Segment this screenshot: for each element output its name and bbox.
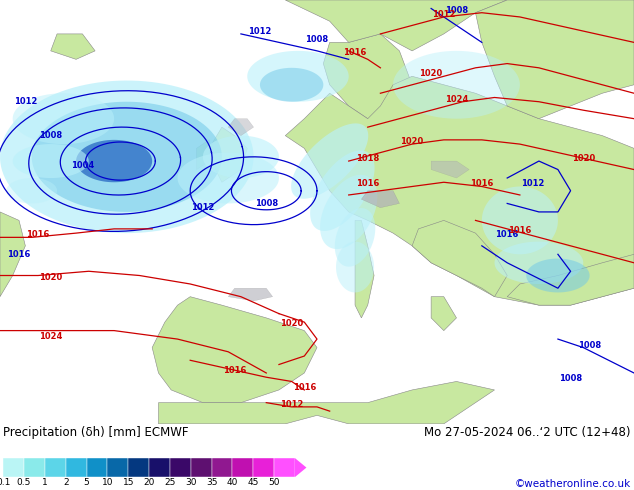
Text: 1020: 1020: [420, 69, 443, 78]
Polygon shape: [158, 381, 495, 424]
Polygon shape: [51, 34, 95, 59]
Text: 10: 10: [101, 478, 113, 488]
Text: 1: 1: [42, 478, 48, 488]
Text: 1012: 1012: [280, 400, 303, 409]
Text: 1016: 1016: [223, 366, 246, 375]
Polygon shape: [393, 51, 520, 119]
Polygon shape: [203, 136, 279, 178]
Polygon shape: [431, 297, 456, 331]
Polygon shape: [228, 119, 254, 136]
Polygon shape: [310, 150, 375, 231]
Polygon shape: [507, 254, 634, 305]
Text: 1008: 1008: [39, 131, 62, 140]
Polygon shape: [152, 297, 317, 403]
Polygon shape: [0, 212, 25, 297]
Polygon shape: [320, 175, 377, 249]
Text: 1016: 1016: [8, 250, 30, 259]
Text: 1016: 1016: [508, 226, 531, 235]
Text: 30: 30: [185, 478, 197, 488]
Bar: [212, 458, 233, 477]
Polygon shape: [482, 187, 558, 254]
Polygon shape: [13, 144, 89, 178]
Polygon shape: [361, 191, 399, 208]
Text: 1016: 1016: [293, 383, 316, 392]
Text: 1008: 1008: [559, 374, 582, 384]
Text: 1012: 1012: [432, 10, 455, 19]
Text: 15: 15: [122, 478, 134, 488]
Bar: [3, 458, 24, 477]
Polygon shape: [335, 208, 375, 267]
Polygon shape: [197, 140, 209, 170]
Text: 1020: 1020: [280, 319, 303, 328]
Text: 45: 45: [248, 478, 259, 488]
Bar: [254, 458, 274, 477]
Text: 1016: 1016: [356, 179, 379, 189]
Polygon shape: [260, 68, 323, 102]
Polygon shape: [228, 288, 273, 301]
Polygon shape: [285, 76, 634, 305]
Polygon shape: [209, 127, 247, 182]
Polygon shape: [178, 152, 279, 203]
Polygon shape: [431, 161, 469, 178]
Bar: [149, 458, 170, 477]
Text: 1018: 1018: [356, 154, 379, 163]
Polygon shape: [0, 80, 254, 233]
Text: 1008: 1008: [578, 341, 601, 349]
Polygon shape: [495, 242, 583, 284]
Text: 1008: 1008: [445, 6, 468, 15]
Polygon shape: [476, 0, 634, 119]
Bar: [87, 458, 107, 477]
Text: 0.5: 0.5: [17, 478, 31, 488]
Bar: [233, 458, 254, 477]
Polygon shape: [247, 51, 349, 102]
Bar: [170, 458, 191, 477]
Text: 40: 40: [227, 478, 238, 488]
Text: 25: 25: [164, 478, 176, 488]
Text: 1004: 1004: [71, 161, 94, 170]
Polygon shape: [13, 93, 114, 144]
Text: Precipitation (δh) [mm] ECMWF: Precipitation (δh) [mm] ECMWF: [3, 426, 189, 440]
Polygon shape: [32, 102, 222, 212]
Text: 50: 50: [268, 478, 280, 488]
Text: 1020: 1020: [39, 273, 62, 282]
Text: 0.1: 0.1: [0, 478, 10, 488]
Polygon shape: [6, 178, 57, 203]
Text: 1012: 1012: [191, 203, 214, 212]
Bar: [66, 458, 87, 477]
Bar: [128, 458, 149, 477]
Bar: [191, 458, 212, 477]
Bar: [45, 458, 66, 477]
Text: Mo 27-05-2024 06..‘2 UTC (12+48): Mo 27-05-2024 06..‘2 UTC (12+48): [424, 426, 631, 440]
Polygon shape: [336, 242, 374, 293]
Text: 1012: 1012: [14, 97, 37, 106]
Text: 1024: 1024: [445, 95, 468, 104]
Polygon shape: [355, 220, 374, 318]
Polygon shape: [76, 140, 152, 182]
Text: 1020: 1020: [401, 137, 424, 146]
Polygon shape: [285, 0, 507, 51]
Polygon shape: [295, 458, 306, 477]
Bar: [107, 458, 128, 477]
Text: 1020: 1020: [572, 154, 595, 163]
Polygon shape: [323, 34, 412, 136]
Text: ©weatheronline.co.uk: ©weatheronline.co.uk: [515, 479, 631, 489]
Text: 5: 5: [84, 478, 89, 488]
Polygon shape: [526, 259, 590, 293]
Polygon shape: [291, 123, 368, 199]
Text: 2: 2: [63, 478, 68, 488]
Text: 1016: 1016: [344, 48, 366, 57]
Text: 1012: 1012: [249, 27, 271, 36]
Text: 1012: 1012: [521, 179, 544, 189]
Text: 20: 20: [143, 478, 155, 488]
Bar: [274, 458, 295, 477]
Text: 1008: 1008: [255, 199, 278, 208]
Text: 1016: 1016: [27, 230, 49, 239]
Text: 1024: 1024: [39, 332, 62, 341]
Text: 1016: 1016: [470, 179, 493, 189]
Text: 1016: 1016: [496, 230, 519, 239]
Text: 1008: 1008: [306, 35, 328, 45]
Text: 35: 35: [206, 478, 217, 488]
Polygon shape: [412, 220, 507, 297]
Bar: [24, 458, 45, 477]
